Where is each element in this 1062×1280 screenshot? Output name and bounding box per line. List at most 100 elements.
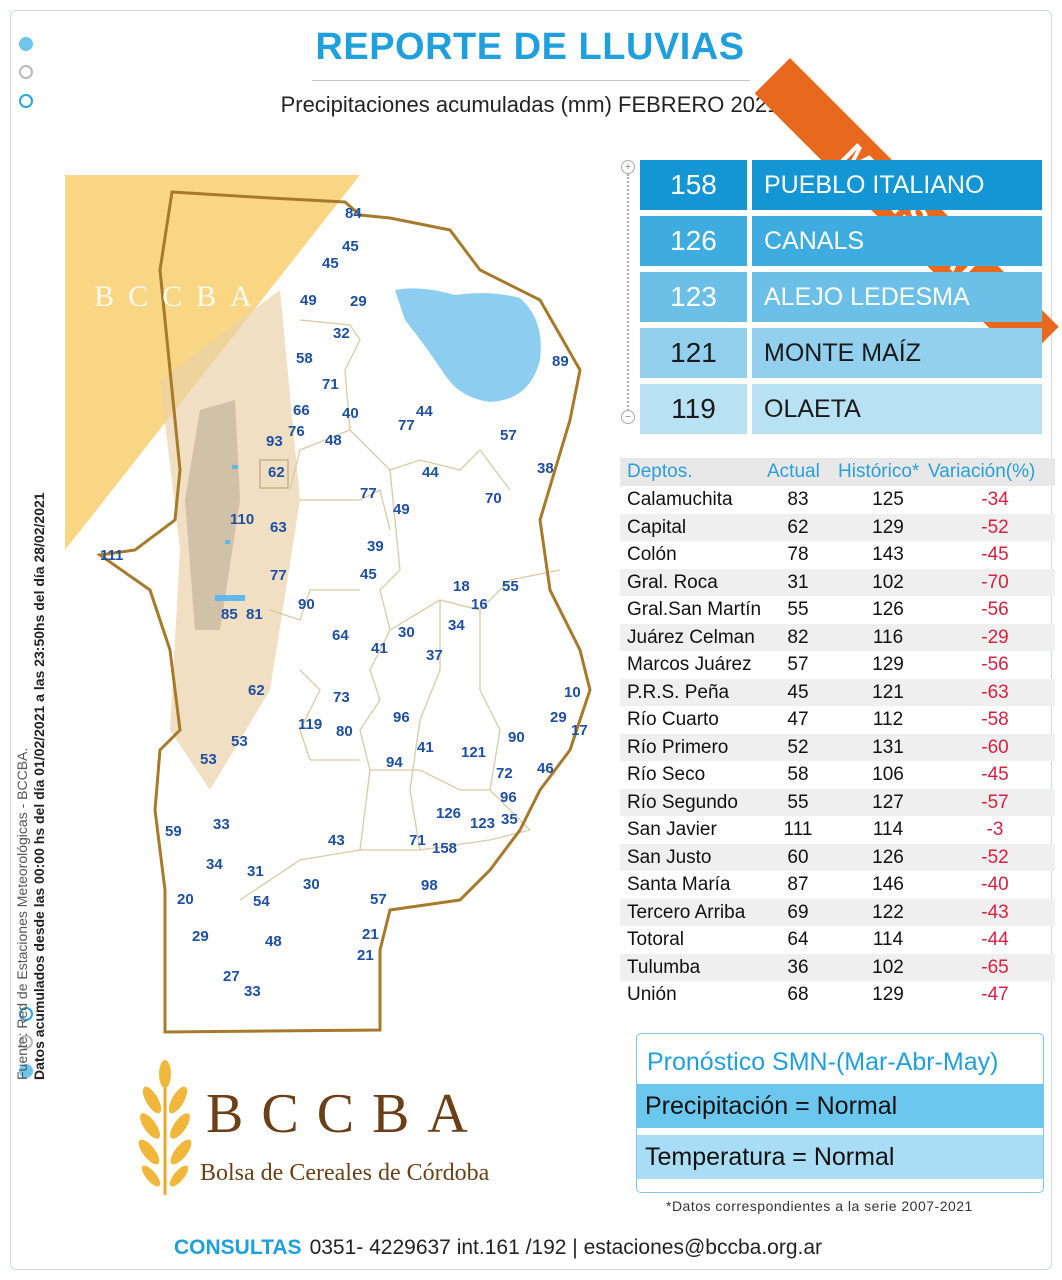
map-value-label: 29	[550, 709, 567, 726]
station-name: MONTE MAÍZ	[752, 328, 1042, 378]
dept-historical: 129	[872, 984, 904, 1005]
station-value: 158	[640, 160, 747, 210]
dept-name: Río Cuarto	[627, 709, 719, 730]
forecast-temperature: Temperatura = Normal	[637, 1135, 1043, 1179]
dept-variation: -34	[981, 489, 1009, 510]
map-value-label: 85	[221, 606, 238, 623]
dept-variation: -40	[981, 874, 1009, 895]
dept-historical: 129	[872, 516, 904, 538]
map-value-label: 89	[552, 353, 569, 370]
table-row: Unión 68 129 -47	[620, 981, 1055, 1009]
dept-actual: 31	[787, 571, 809, 593]
table-row: Gral.San Martín 55 126 -56	[620, 596, 1055, 624]
map-value-label: 37	[426, 647, 443, 664]
dept-name: Gral. Roca	[627, 571, 718, 593]
map-value-label: 158	[432, 840, 458, 857]
department-borders	[239, 319, 561, 901]
dept-historical: 125	[872, 489, 904, 510]
map-value-label: 77	[398, 417, 415, 434]
station-value: 121	[640, 328, 747, 378]
dept-actual: 87	[787, 874, 809, 895]
map-value-label: 34	[206, 856, 223, 873]
station-row: 119 OLAETA	[640, 384, 1045, 434]
map-value-label: 76	[288, 423, 305, 440]
table-row: Río Seco 58 106 -45	[620, 761, 1055, 789]
header-historical: Histórico*	[838, 461, 920, 482]
capital-box	[259, 459, 289, 489]
dept-historical: 126	[872, 846, 904, 868]
station-name: PUEBLO ITALIANO	[752, 160, 1042, 210]
dept-variation: -45	[981, 544, 1009, 565]
map-value-label: 84	[345, 205, 362, 222]
map-value-label: 54	[253, 893, 270, 910]
dept-variation: -58	[981, 709, 1009, 730]
map-value-label: 45	[360, 566, 377, 583]
table-row: Río Segundo 55 127 -57	[620, 788, 1055, 816]
dept-historical: 127	[872, 791, 904, 813]
dept-actual: 58	[787, 764, 809, 785]
dept-name: Colón	[627, 544, 677, 565]
map-value-label: 53	[200, 751, 217, 768]
map-value-label: 123	[470, 815, 496, 832]
contact-details[interactable]: 0351- 4229637 int.161 /192 | estaciones@…	[309, 1236, 823, 1259]
map-value-label: 29	[192, 928, 209, 945]
dept-variation: -52	[981, 846, 1009, 868]
station-value: 119	[640, 384, 747, 434]
dept-variation: -43	[981, 901, 1009, 923]
dept-actual: 60	[787, 846, 809, 868]
dept-actual: 52	[787, 736, 809, 758]
logo-brand-text: BCCBA	[206, 1083, 486, 1145]
small-lakes	[215, 465, 245, 601]
dept-variation: -44	[981, 929, 1009, 950]
top-list-scrollbar[interactable]: + −	[621, 160, 635, 430]
dept-variation: -63	[981, 681, 1009, 703]
table-row: P.R.S. Peña 45 121 -63	[620, 678, 1055, 706]
dept-actual: 83	[787, 489, 809, 510]
dept-variation: -56	[981, 599, 1009, 620]
dept-name: Unión	[627, 984, 677, 1005]
map-value-label: 29	[350, 293, 367, 310]
table-row: Gral. Roca 31 102 -70	[620, 568, 1055, 596]
dept-historical: 122	[872, 901, 904, 923]
station-name: CANALS	[752, 216, 1042, 266]
dept-historical: 131	[872, 736, 904, 758]
map-value-label: 96	[393, 709, 410, 726]
dept-name: Tulumba	[627, 956, 701, 978]
map-value-label: 96	[500, 789, 517, 806]
bccba-logo: BCCBA Bolsa de Cereales de Córdoba	[130, 1060, 570, 1200]
table-row: San Javier 111 114 -3	[620, 816, 1055, 844]
logo-subtitle: Bolsa de Cereales de Córdoba	[200, 1160, 490, 1186]
map-value-label: 45	[322, 255, 339, 272]
top-dot-filled	[19, 37, 33, 51]
dept-name: Santa María	[627, 874, 731, 895]
dept-actual: 69	[787, 901, 809, 923]
table-row: Río Cuarto 47 112 -58	[620, 706, 1055, 734]
header-actual: Actual	[767, 461, 820, 482]
plus-icon[interactable]: +	[621, 160, 635, 174]
dept-actual: 82	[787, 626, 809, 648]
map-value-label: 38	[537, 460, 554, 477]
table-body: Calamuchita 83 125 -34 Capital 62 129 -52 Colón 7…	[620, 486, 1055, 1009]
table-row: Colón 78 143 -45	[620, 541, 1055, 569]
dept-variation: -3	[986, 819, 1004, 840]
map-value-label: 10	[564, 684, 581, 701]
table-row: San Justo 60 126 -52	[620, 843, 1055, 871]
page-subtitle: Precipitaciones acumuladas (mm) FEBRERO …	[280, 92, 780, 117]
dept-variation: -70	[981, 571, 1009, 593]
map-value-label: 33	[244, 983, 261, 1000]
dept-variation: -52	[981, 516, 1009, 538]
map-value-label: 21	[357, 947, 374, 964]
dept-variation: -57	[981, 791, 1009, 813]
dept-historical: 143	[872, 544, 904, 565]
departments-table: Deptos. Actual Histórico* Variación(%) C…	[620, 458, 1055, 1009]
dept-actual: 57	[787, 654, 809, 675]
minus-icon[interactable]: −	[621, 410, 635, 424]
mountain-range	[185, 400, 240, 630]
map-value-label: 77	[360, 485, 377, 502]
table-row: Santa María 87 146 -40	[620, 871, 1055, 899]
dept-name: Tercero Arriba	[627, 901, 746, 923]
dept-historical: 121	[872, 681, 904, 703]
map-value-label: 53	[231, 733, 248, 750]
map-value-label: 33	[213, 816, 230, 833]
map-value-label: 45	[342, 238, 359, 255]
